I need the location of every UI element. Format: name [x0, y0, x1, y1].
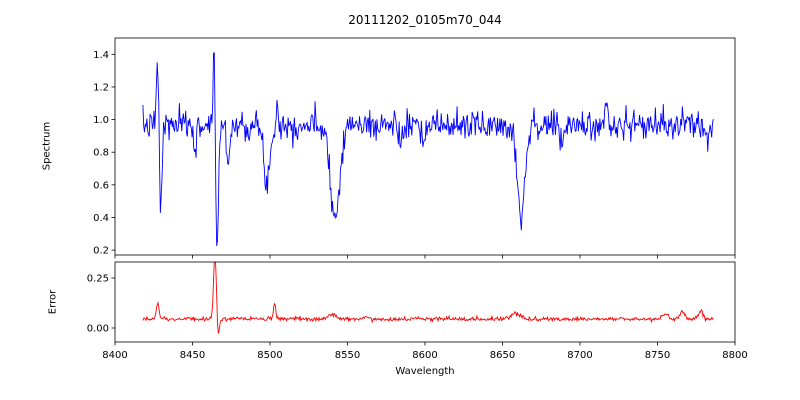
x-tick-label: 8650 — [490, 350, 515, 361]
y-tick-label: 1.2 — [93, 82, 109, 93]
x-tick-label: 8500 — [257, 350, 282, 361]
x-tick-label: 8800 — [722, 350, 747, 361]
y-tick-label: 0.2 — [93, 246, 109, 257]
x-tick-label: 8600 — [412, 350, 437, 361]
x-tick-label: 8550 — [335, 350, 360, 361]
x-tick-label: 8700 — [567, 350, 592, 361]
x-tick-label: 8450 — [180, 350, 205, 361]
y-tick-label: 0.8 — [93, 148, 109, 159]
plot-title: 20111202_0105m70_044 — [348, 13, 502, 27]
spectrum-axes-border — [114, 37, 736, 256]
x-tick-label: 8400 — [102, 350, 127, 361]
y-tick-label: 0.6 — [93, 180, 109, 191]
y-tick-label: 1.0 — [93, 115, 109, 126]
x-axis-label: Wavelength — [395, 366, 455, 377]
y-tick-label: 0.25 — [87, 274, 109, 285]
y-tick-label: 1.4 — [93, 50, 109, 61]
y-tick-label: 0.00 — [87, 324, 109, 335]
error-axes-border — [114, 261, 736, 343]
error-line — [142, 262, 714, 334]
y-tick-label: 0.4 — [93, 213, 109, 224]
spectrum-line — [142, 52, 714, 246]
x-tick-label: 8750 — [645, 350, 670, 361]
